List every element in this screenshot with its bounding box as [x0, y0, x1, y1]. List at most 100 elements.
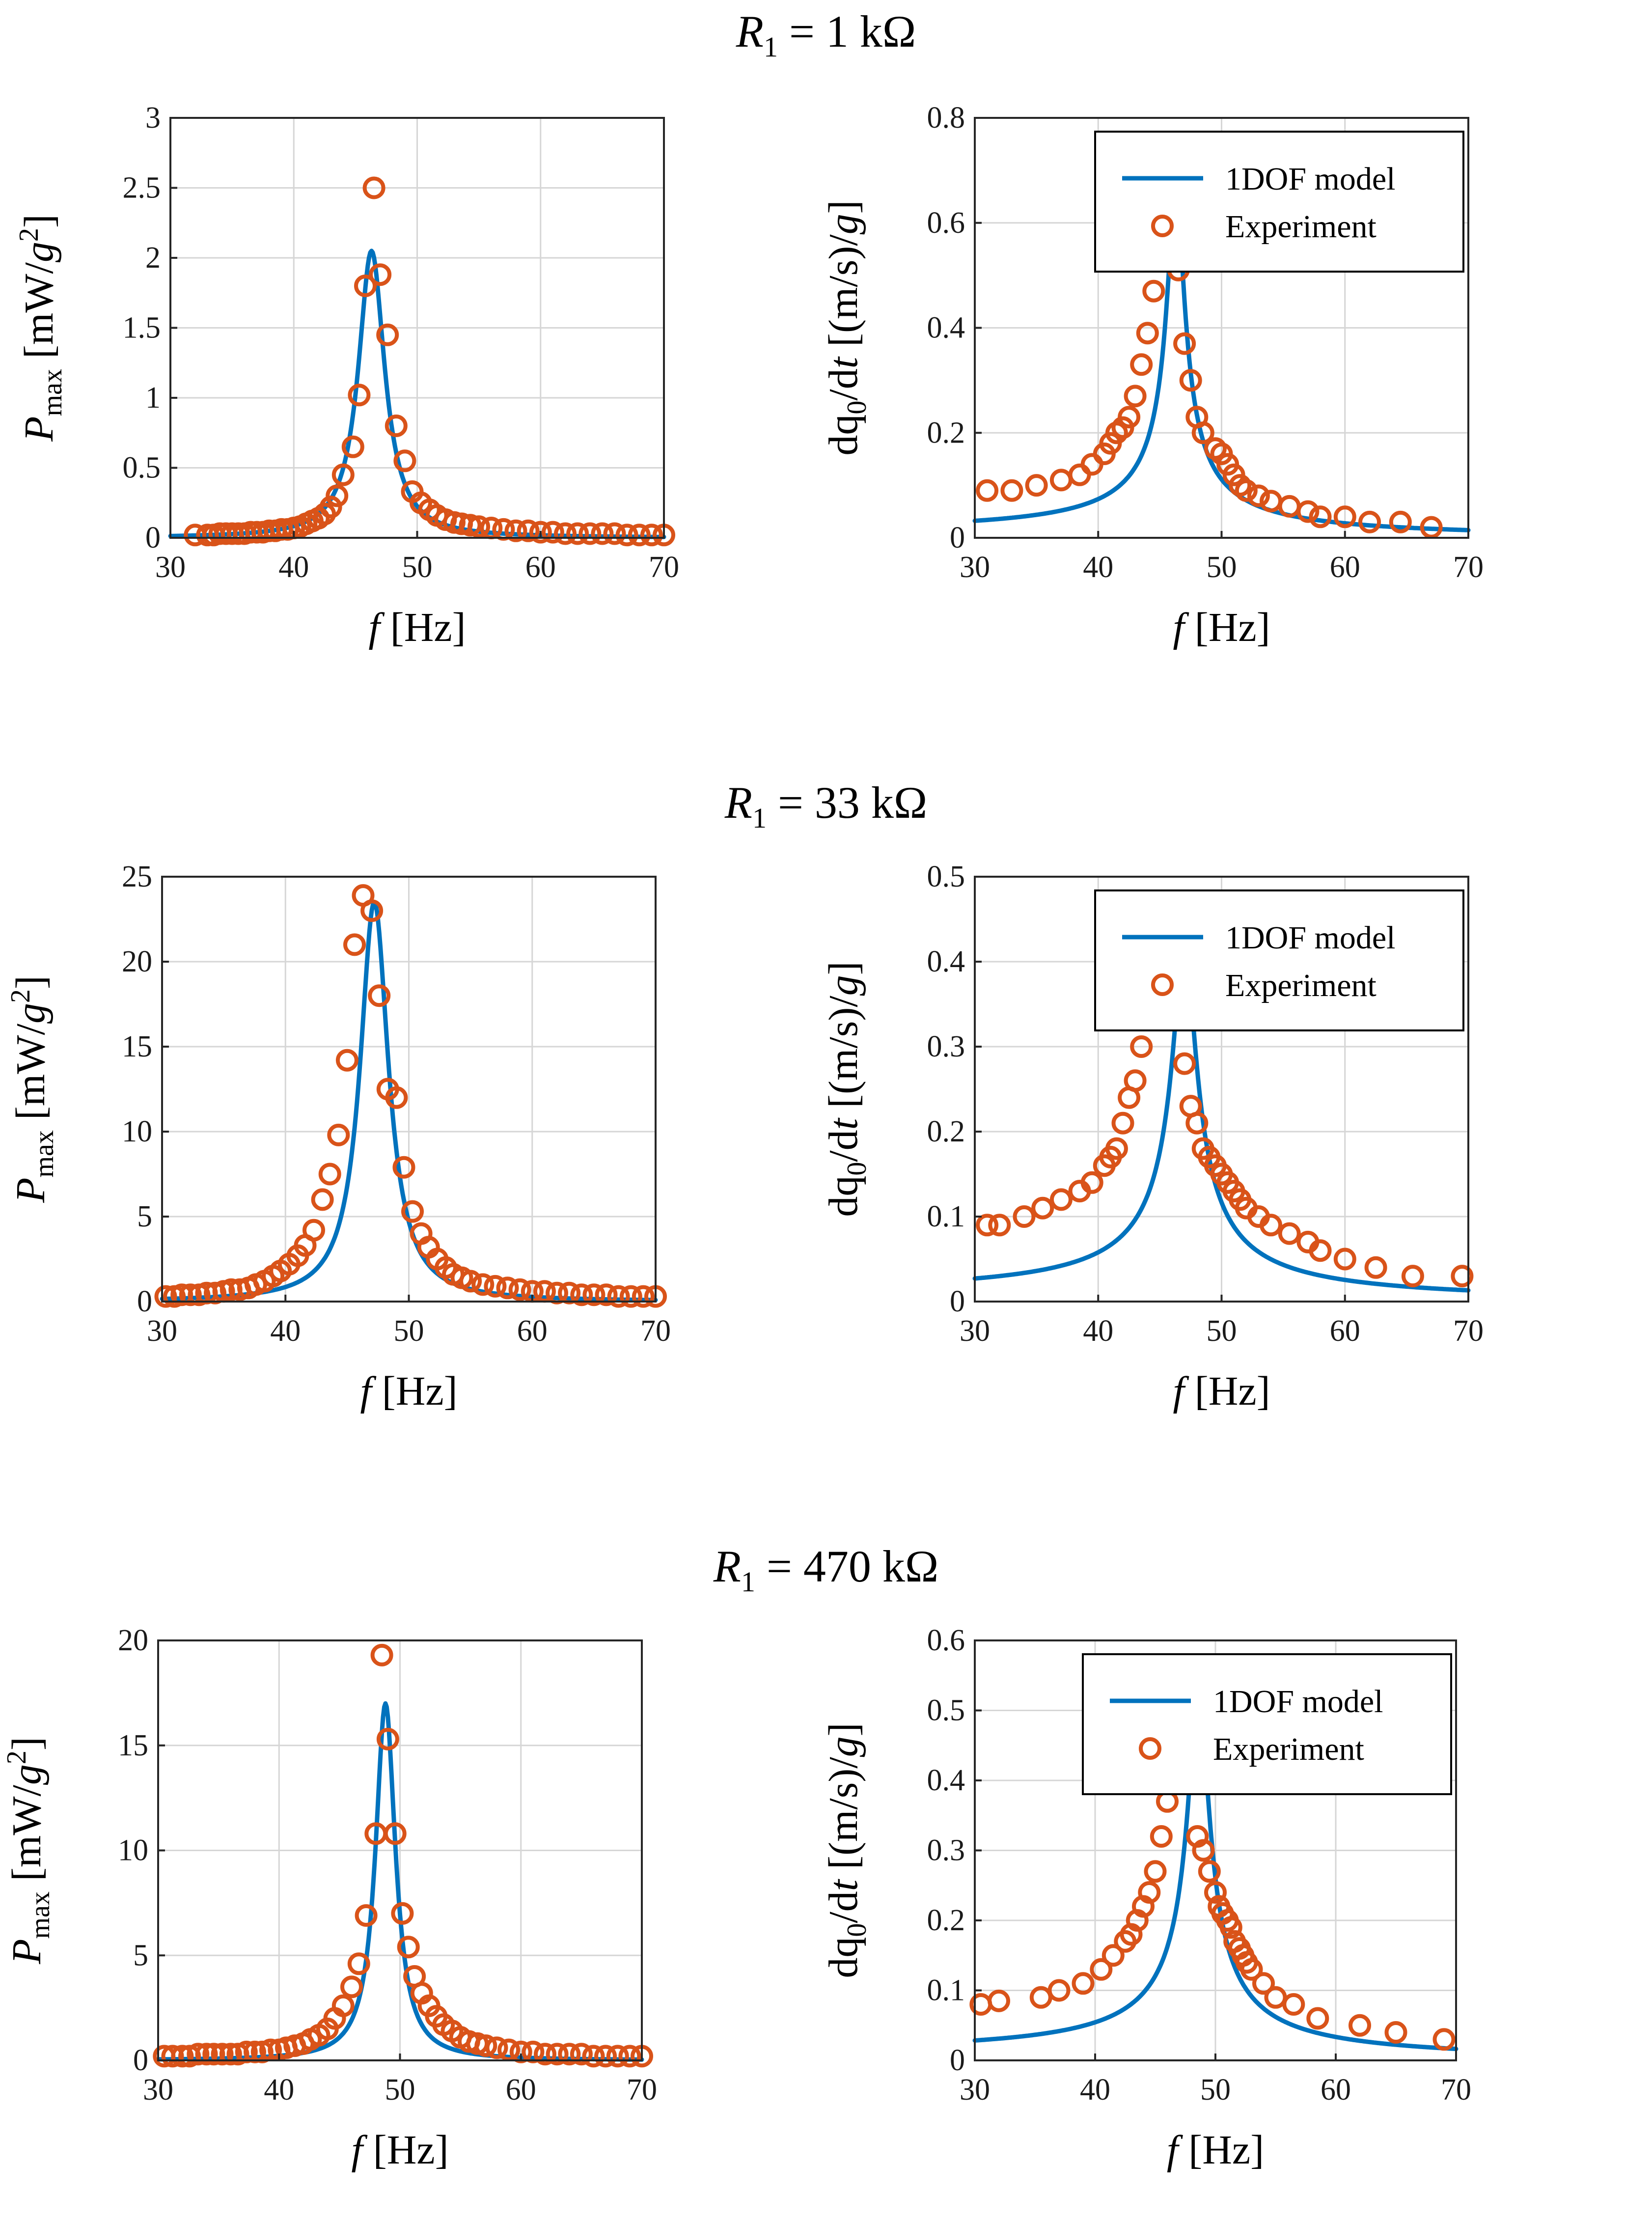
- experiment-point: [534, 2043, 556, 2066]
- resistor-subscript: 1: [752, 802, 767, 834]
- x-tick-label: 30: [960, 551, 990, 584]
- experiment-point: [335, 1049, 358, 1072]
- x-tick-label: 60: [1330, 1314, 1360, 1348]
- experiment-point: [1432, 2028, 1456, 2051]
- experiment-point: [1144, 1860, 1167, 1883]
- y-tick-label: 0.4: [927, 1764, 965, 1797]
- legend-box: [1094, 889, 1464, 1031]
- experiment-point: [1282, 1993, 1305, 2016]
- experiment-point: [179, 1283, 202, 1306]
- model-curve: [972, 942, 1471, 1293]
- experiment-point: [976, 1214, 999, 1237]
- experiment-point: [392, 1156, 415, 1179]
- experiment-point: [1025, 474, 1048, 497]
- legend-box: [1082, 1653, 1452, 1795]
- experiment-point: [187, 2043, 210, 2066]
- experiment-point: [471, 1273, 495, 1296]
- experiment-point: [1451, 1265, 1474, 1288]
- experiment-point: [566, 522, 589, 545]
- legend-model-label: 1DOF model: [1225, 161, 1396, 197]
- y-axis-prefix: dq: [821, 415, 866, 456]
- experiment-point: [1247, 484, 1270, 507]
- y-tick-label: 0.5: [927, 860, 965, 893]
- y-axis-label: Pmax [mW/g2]: [1, 1737, 55, 1965]
- y-tick-label: 0: [950, 2044, 965, 2077]
- experiment-point: [619, 1285, 642, 1308]
- experiment-point: [1389, 510, 1412, 533]
- y-axis-unit-close: ]: [8, 975, 54, 989]
- experiment-point: [369, 263, 392, 286]
- y-axis-superscript: 2: [5, 989, 36, 1003]
- experiment-point: [211, 2043, 234, 2066]
- x-tick-label: 30: [147, 1314, 177, 1348]
- experiment-point: [1235, 479, 1258, 502]
- experiment-point: [988, 1214, 1011, 1237]
- y-axis-subscript: max: [29, 1130, 59, 1177]
- x-axis-label: f [Hz]: [360, 1368, 457, 1414]
- experiment-point: [603, 522, 626, 545]
- experiment-point: [595, 1283, 618, 1306]
- experiment-point: [582, 2045, 605, 2068]
- experiment-point: [485, 2036, 508, 2059]
- experiment-point: [1240, 1958, 1263, 1981]
- experiment-point: [384, 1822, 407, 1845]
- experiment-point: [1260, 1214, 1282, 1237]
- experiment-point: [554, 522, 577, 545]
- experiment-point: [558, 2043, 581, 2066]
- y-axis-symbol: P: [8, 1178, 54, 1203]
- experiment-point: [1090, 1958, 1113, 1981]
- experiment-point: [391, 1902, 414, 1925]
- x-axis-label: f [Hz]: [1173, 605, 1270, 650]
- y-tick-label: 0.3: [927, 1834, 965, 1867]
- y-axis-t: t: [821, 1878, 866, 1891]
- experiment-point: [362, 176, 385, 199]
- y-tick-label: 0.3: [927, 1030, 965, 1063]
- experiment-point: [988, 1989, 1010, 2012]
- experiment-point: [640, 524, 663, 547]
- experiment-point: [504, 519, 527, 542]
- y-tick-label: 25: [122, 860, 152, 893]
- chart-power-33k: 30 40 50 60 70 0 5 10 15 20 25 f [Hz] Pmax [mW/g2]: [5, 860, 671, 1414]
- experiment-point: [393, 449, 416, 472]
- x-tick-label: 70: [649, 551, 679, 584]
- experiment-point: [376, 323, 399, 346]
- experiment-point: [171, 2045, 194, 2068]
- experiment-point: [385, 1086, 408, 1109]
- experiment-point: [303, 1219, 325, 1242]
- x-axis-unit: [Hz]: [380, 605, 466, 650]
- experiment-point: [370, 1643, 393, 1666]
- x-axis-unit: [Hz]: [1178, 2127, 1264, 2173]
- experiment-point: [1185, 1111, 1209, 1135]
- y-tick-label: 0.8: [927, 101, 965, 135]
- x-tick-label: 70: [1441, 2073, 1471, 2107]
- experiment-point: [615, 524, 638, 547]
- experiment-point: [618, 2045, 641, 2068]
- experiment-point: [632, 1285, 655, 1308]
- y-tick-label: 3: [145, 101, 161, 135]
- experiment-point: [628, 524, 651, 547]
- experiment-point: [326, 484, 349, 507]
- y-tick-label: 0.4: [927, 945, 965, 978]
- resistor-subscript: 1: [764, 31, 778, 63]
- y-tick-label: 2.5: [123, 171, 161, 205]
- resistor-symbol: R: [724, 777, 752, 828]
- x-tick-label: 60: [1321, 2073, 1351, 2107]
- x-axis-label: f [Hz]: [368, 605, 466, 650]
- y-axis-subscript: 0: [842, 1923, 872, 1937]
- legend-model-label: 1DOF model: [1225, 920, 1396, 956]
- experiment-point: [154, 1285, 177, 1308]
- y-tick-label: 5: [137, 1200, 152, 1233]
- y-axis-g: g: [821, 214, 866, 234]
- y-axis-label: dq0/dt [(m/s)/g]: [821, 1722, 872, 1978]
- experiment-point: [343, 933, 366, 956]
- experiment-point: [1333, 1248, 1356, 1271]
- x-tick-label: 40: [1083, 1314, 1113, 1348]
- y-tick-label: 15: [122, 1030, 152, 1063]
- y-axis-t: t: [821, 1117, 866, 1130]
- experiment-point: [976, 479, 999, 502]
- experiment-point: [578, 522, 602, 545]
- y-tick-label: 0.5: [927, 1694, 965, 1727]
